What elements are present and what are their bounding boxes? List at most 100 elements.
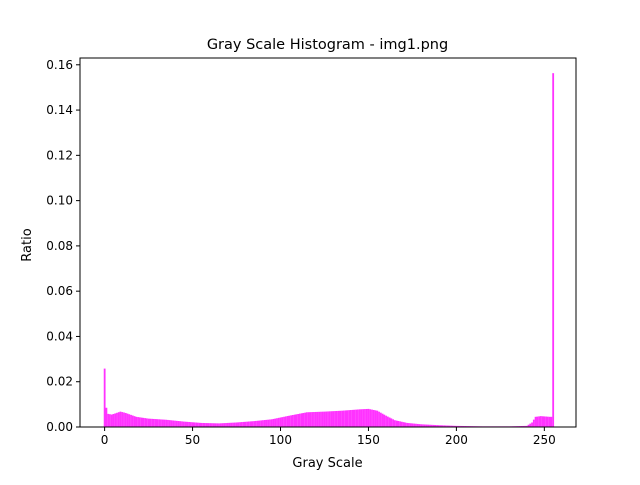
- histogram-bar: [160, 419, 162, 427]
- histogram-bar: [402, 422, 405, 427]
- histogram-bar: [158, 419, 161, 427]
- histogram-bar: [443, 425, 446, 427]
- histogram-bar: [151, 418, 154, 427]
- histogram-bar: [196, 422, 199, 427]
- histogram-bar: [337, 410, 340, 427]
- x-tick-label: 150: [357, 433, 380, 447]
- bars-layer: [103, 73, 555, 428]
- x-tick-label: 0: [101, 433, 109, 447]
- histogram-bar: [258, 420, 261, 427]
- histogram-bar: [436, 425, 438, 427]
- histogram-bar: [144, 418, 147, 427]
- histogram-bar: [263, 420, 266, 427]
- histogram-bar: [156, 419, 159, 427]
- histogram-bar: [323, 411, 326, 427]
- histogram-bar: [532, 419, 535, 427]
- histogram-bar: [140, 417, 143, 427]
- histogram-bar: [367, 408, 370, 427]
- histogram-bar: [320, 411, 322, 427]
- x-tick-label: 100: [269, 433, 292, 447]
- histogram-bar: [418, 424, 421, 427]
- histogram-bar: [378, 411, 380, 427]
- histogram-bar: [415, 423, 417, 427]
- histogram-bar: [121, 412, 124, 427]
- histogram-bar: [181, 421, 183, 427]
- histogram-bar: [255, 420, 257, 427]
- histogram-bar: [133, 416, 136, 427]
- histogram-bar: [182, 421, 185, 427]
- y-tick-label: 0.14: [46, 103, 73, 117]
- histogram-bar: [242, 421, 245, 427]
- y-axis-ticks: 0.00 0.02 0.04 0.06 0.08 0.10 0.12 0.14 0.16: [46, 58, 80, 434]
- histogram-bar: [188, 421, 190, 427]
- histogram-bar: [369, 409, 372, 427]
- histogram-bar: [161, 419, 164, 427]
- histogram-bar: [429, 424, 431, 427]
- x-tick-label: 50: [185, 433, 200, 447]
- y-tick-label: 0.08: [46, 239, 73, 253]
- histogram-bar: [334, 411, 336, 427]
- histogram-bar: [235, 422, 238, 427]
- histogram-bar: [225, 423, 227, 427]
- histogram-bar: [244, 421, 247, 427]
- histogram-bar: [364, 409, 366, 427]
- histogram-bar: [534, 416, 537, 427]
- histogram-bar: [207, 423, 210, 427]
- histogram-bar: [116, 412, 118, 427]
- histogram-bar: [538, 416, 540, 427]
- histogram-bar: [353, 409, 356, 427]
- histogram-bar: [142, 417, 145, 427]
- y-tick-label: 0.06: [46, 284, 73, 298]
- histogram-bar: [279, 417, 282, 427]
- histogram-bar: [550, 416, 553, 427]
- histogram-bar: [392, 419, 395, 427]
- histogram-bar: [186, 421, 189, 427]
- histogram-bar: [286, 416, 289, 427]
- histogram-bar: [212, 423, 215, 427]
- histogram-bar: [425, 424, 428, 427]
- histogram-bar: [388, 417, 391, 427]
- histogram-bar: [216, 423, 219, 427]
- histogram-bar: [239, 422, 241, 427]
- x-tick-label: 250: [533, 433, 556, 447]
- histogram-bar: [274, 418, 277, 427]
- histogram-bar: [117, 412, 120, 427]
- histogram-bar: [379, 412, 382, 427]
- y-tick-label: 0.12: [46, 148, 73, 162]
- histogram-bar: [409, 423, 412, 427]
- histogram-bar: [168, 420, 171, 427]
- histogram-bar: [147, 418, 150, 427]
- histogram-bar: [459, 425, 461, 427]
- histogram-bar: [548, 416, 551, 427]
- histogram-bar: [226, 422, 229, 427]
- histogram-bar: [524, 425, 526, 427]
- histogram-bar: [357, 409, 359, 427]
- histogram-bar: [346, 410, 349, 427]
- histogram-bar: [221, 423, 224, 427]
- histogram-bar: [205, 423, 208, 427]
- histogram-bar: [131, 415, 134, 427]
- histogram-bar: [179, 421, 182, 427]
- y-tick-label: 0.00: [46, 420, 73, 434]
- x-tick-label: 200: [445, 433, 468, 447]
- histogram-bar: [112, 413, 115, 427]
- histogram-bar: [349, 410, 352, 427]
- y-tick-label: 0.10: [46, 194, 73, 208]
- histogram-bar: [114, 413, 117, 427]
- histogram-bar: [119, 411, 122, 427]
- histogram-bar: [341, 410, 343, 427]
- histogram-bar: [332, 411, 335, 427]
- y-tick-label: 0.16: [46, 58, 73, 72]
- histogram-bar: [395, 420, 398, 427]
- histogram-bar: [434, 425, 437, 427]
- histogram-bar: [444, 425, 447, 427]
- histogram-bar: [342, 410, 345, 427]
- histogram-bar: [385, 415, 387, 427]
- histogram-bar: [152, 418, 155, 427]
- histogram-bar: [265, 419, 268, 427]
- histogram-bar: [256, 420, 259, 427]
- histogram-bar: [351, 409, 354, 427]
- histogram-bar: [355, 409, 358, 427]
